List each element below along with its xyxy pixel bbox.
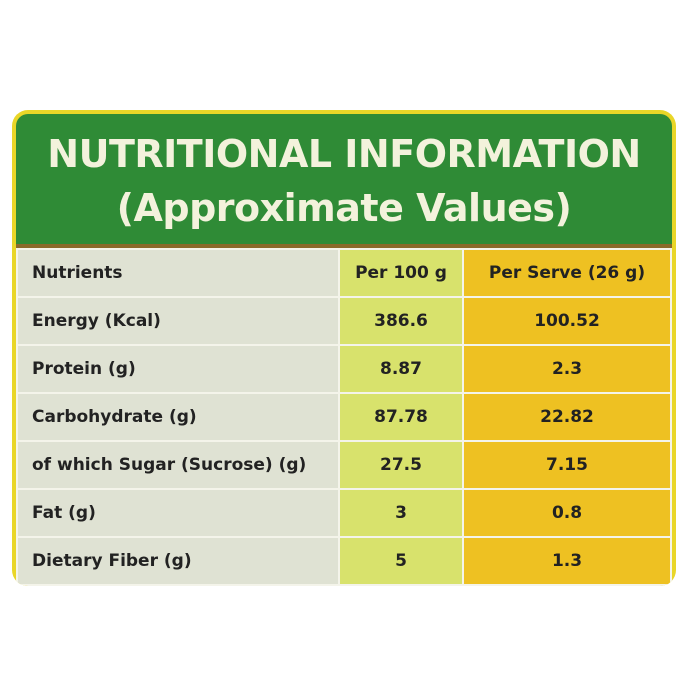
value-cell: 1.3 xyxy=(462,536,672,586)
value-cell: Per 100 g xyxy=(338,248,464,298)
value-cell: 100.52 xyxy=(462,296,672,346)
value-cell: 5 xyxy=(338,536,464,586)
value-cell: 386.6 xyxy=(338,296,464,346)
value-cell: 7.15 xyxy=(462,440,672,490)
value-cell: 27.5 xyxy=(338,440,464,490)
value-cell: 3 xyxy=(338,488,464,538)
nutrient-cell: Fat (g) xyxy=(16,488,340,538)
value-cell: 8.87 xyxy=(338,344,464,394)
nutrient-cell: of which Sugar (Sucrose) (g) xyxy=(16,440,340,490)
value-cell: 87.78 xyxy=(338,392,464,442)
value-cell: 0.8 xyxy=(462,488,672,538)
nutrient-cell: Protein (g) xyxy=(16,344,340,394)
data-row: Carbohydrate (g) 87.78 22.82 xyxy=(16,392,672,442)
subtitle: (Approximate Values) xyxy=(116,186,572,230)
data-row: Fat (g) 3 0.8 xyxy=(16,488,672,538)
value-cell: 22.82 xyxy=(462,392,672,442)
header-row: Nutrients Per 100 g Per Serve (26 g) xyxy=(16,248,672,298)
title: NUTRITIONAL INFORMATION xyxy=(47,132,641,176)
nutrient-cell: Dietary Fiber (g) xyxy=(16,536,340,586)
label-header: NUTRITIONAL INFORMATION (Approximate Val… xyxy=(16,114,672,248)
nutrient-cell: Carbohydrate (g) xyxy=(16,392,340,442)
nutrient-cell: Nutrients xyxy=(16,248,340,298)
nutrition-label: NUTRITIONAL INFORMATION (Approximate Val… xyxy=(12,110,676,586)
nutrition-table: Nutrients Per 100 g Per Serve (26 g) Energy… xyxy=(16,248,672,586)
nutrient-cell: Energy (Kcal) xyxy=(16,296,340,346)
data-row: of which Sugar (Sucrose) (g) 27.5 7.15 xyxy=(16,440,672,490)
value-cell: Per Serve (26 g) xyxy=(462,248,672,298)
data-row: Protein (g) 8.87 2.3 xyxy=(16,344,672,394)
data-row: Dietary Fiber (g) 5 1.3 xyxy=(16,536,672,586)
value-cell: 2.3 xyxy=(462,344,672,394)
data-row: Energy (Kcal) 386.6 100.52 xyxy=(16,296,672,346)
